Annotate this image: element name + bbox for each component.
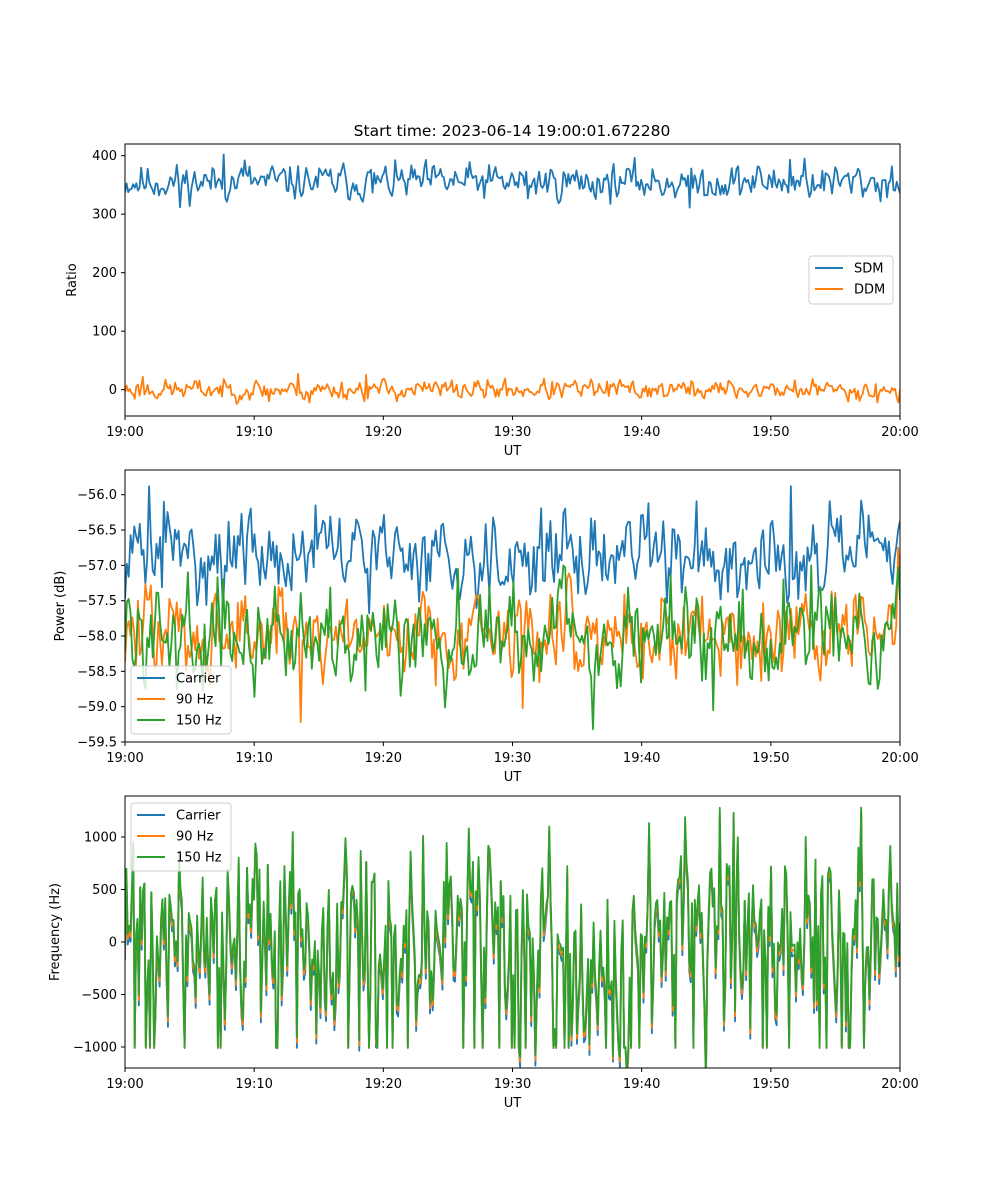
- x-tick-label: 19:10: [235, 751, 272, 766]
- series-line-150-hz: [125, 564, 900, 731]
- x-tick-label: 19:00: [106, 751, 143, 766]
- legend: Carrier 90 Hz 150 Hz: [130, 802, 232, 872]
- x-tick-label: 19:30: [494, 1077, 531, 1092]
- y-tick-label: 100: [92, 325, 117, 340]
- y-tick-label: −57.0: [77, 559, 117, 574]
- x-axis-label: UT: [504, 444, 522, 459]
- y-tick-label: 400: [92, 149, 117, 164]
- x-tick-label: 19:00: [106, 1077, 143, 1092]
- legend-box: [130, 665, 232, 735]
- series-line-sdm: [125, 153, 900, 209]
- legend-label: 90 Hz: [176, 830, 213, 845]
- series-line-90-hz: [125, 546, 900, 724]
- series-group: [125, 485, 900, 731]
- y-tick-label: 300: [92, 208, 117, 223]
- power-panel: 19:00 19:10 19:20 19:30 19:40 19:50 20:00 −59.5…: [53, 469, 919, 785]
- y-axis-label: Frequency (Hz): [48, 883, 63, 981]
- x-tick-label: 19:10: [235, 1077, 272, 1092]
- x-tick-label: 19:50: [752, 751, 789, 766]
- y-tick-label: −56.5: [77, 524, 117, 539]
- legend: Carrier 90 Hz 150 Hz: [130, 665, 232, 735]
- x-tick-label: 19:50: [752, 425, 789, 440]
- y-axis-label: Ratio: [65, 263, 80, 296]
- series-group: [125, 806, 900, 1068]
- x-tick-label: 19:40: [623, 1077, 660, 1092]
- frequency-panel: 19:00 19:10 19:20 19:30 19:40 19:50 20:00 −1000…: [48, 795, 919, 1111]
- legend-label: 150 Hz: [176, 714, 222, 729]
- legend-label: 90 Hz: [176, 693, 213, 708]
- y-tick-label: −59.5: [77, 736, 117, 751]
- series-line-carrier: [125, 485, 900, 615]
- x-tick-label: 19:10: [235, 425, 272, 440]
- x-tick-label: 19:20: [365, 751, 402, 766]
- x-tick-label: 20:00: [881, 425, 918, 440]
- x-tick-label: 19:50: [752, 1077, 789, 1092]
- x-tick-label: 19:30: [494, 425, 531, 440]
- x-axis-label: UT: [504, 770, 522, 785]
- x-tick-label: 20:00: [881, 751, 918, 766]
- y-tick-label: 0: [109, 383, 117, 398]
- x-tick-label: 19:30: [494, 751, 531, 766]
- figure-title: Start time: 2023-06-14 19:00:01.672280: [354, 122, 671, 140]
- y-tick-label: −59.0: [77, 700, 117, 715]
- legend-box: [130, 802, 232, 872]
- legend-label: Carrier: [176, 672, 221, 687]
- y-tick-label: −58.0: [77, 630, 117, 645]
- x-tick-label: 19:00: [106, 425, 143, 440]
- series-group: [125, 153, 900, 405]
- series-line-150-hz: [125, 806, 900, 1068]
- x-tick-label: 19:40: [623, 425, 660, 440]
- legend-label: DDM: [854, 283, 885, 298]
- legend: SDM DDM: [808, 255, 894, 305]
- x-tick-label: 20:00: [881, 1077, 918, 1092]
- y-tick-label: −57.5: [77, 594, 117, 609]
- ratio-panel: 19:00 19:10 19:20 19:30 19:40 19:50 20:00 0 100 2…: [65, 143, 919, 459]
- x-axis-label: UT: [504, 1096, 522, 1111]
- x-tick-label: 19:40: [623, 751, 660, 766]
- y-tick-label: −58.5: [77, 665, 117, 680]
- series-line-ddm: [125, 372, 900, 405]
- y-tick-label: 1000: [84, 830, 117, 845]
- legend-label: Carrier: [176, 809, 221, 824]
- y-tick-label: −56.0: [77, 488, 117, 503]
- x-tick-label: 19:20: [365, 425, 402, 440]
- y-tick-label: 200: [92, 266, 117, 281]
- y-tick-label: 0: [109, 935, 117, 950]
- y-axis-label: Power (dB): [53, 571, 68, 642]
- legend-label: 150 Hz: [176, 851, 222, 866]
- x-tick-label: 19:20: [365, 1077, 402, 1092]
- y-tick-label: 500: [92, 883, 117, 898]
- y-tick-label: −500: [81, 988, 117, 1003]
- y-tick-label: −1000: [73, 1040, 117, 1055]
- legend-label: SDM: [854, 262, 883, 277]
